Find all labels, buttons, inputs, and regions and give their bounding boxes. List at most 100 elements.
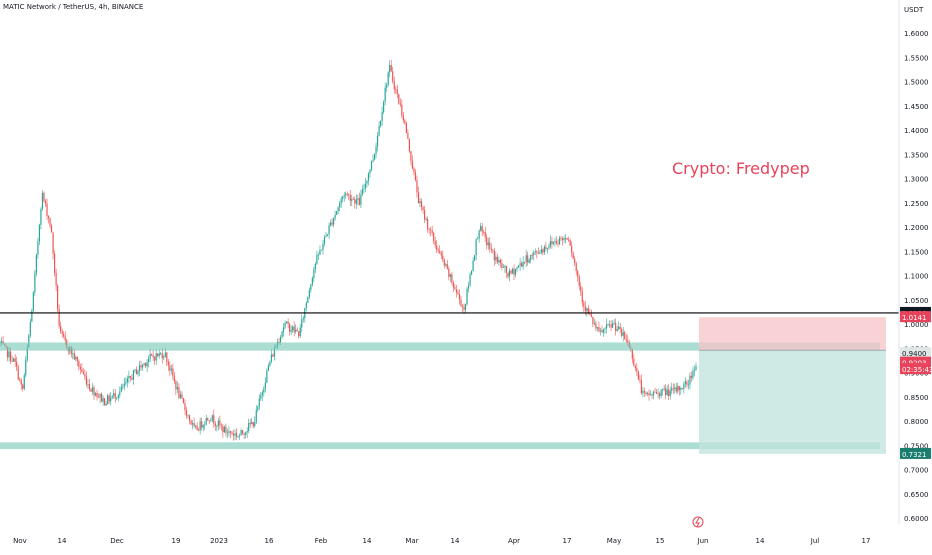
candle-body — [568, 239, 570, 241]
candle-body — [386, 85, 388, 88]
candle-body — [193, 423, 195, 427]
candle-body — [88, 384, 91, 390]
candle-body — [201, 421, 203, 428]
candle-body — [278, 342, 280, 343]
candle-body — [301, 319, 303, 328]
price-label: 0.9400 — [902, 350, 927, 358]
candle-body — [308, 290, 310, 298]
candle-body — [199, 421, 201, 431]
candle-body — [501, 263, 503, 268]
candle-body — [464, 304, 467, 310]
candle-body — [486, 237, 488, 246]
time-tick-label: Mar — [405, 537, 418, 545]
candle-body — [114, 393, 116, 399]
candle-body — [607, 324, 609, 326]
candle-body — [258, 398, 260, 407]
candle-body — [254, 421, 256, 427]
candle-body — [615, 322, 617, 331]
candle-body — [354, 199, 356, 204]
time-tick-label: Apr — [508, 537, 520, 545]
candle-body — [671, 388, 673, 391]
candle-body — [90, 389, 92, 392]
time-axis[interactable]: Nov 14 Dec 19 2023 16 Feb 14 Mar 14 Apr 17 May 15 Jun 1… — [13, 537, 870, 545]
candle-body — [73, 353, 75, 360]
candle-body — [546, 248, 548, 250]
candle-body — [554, 240, 556, 243]
candle-body — [413, 168, 415, 173]
candle-body — [270, 354, 273, 362]
candle-body — [219, 420, 221, 426]
candle-body — [540, 249, 542, 253]
candle-body — [646, 393, 649, 395]
time-tick-label: Feb — [315, 537, 328, 545]
candle-body — [531, 254, 533, 256]
candle-body — [596, 327, 599, 329]
candle-body — [440, 252, 442, 256]
candle-body — [474, 255, 476, 261]
candle-body — [574, 258, 576, 264]
candle-body — [161, 353, 163, 359]
candle-body — [135, 369, 138, 375]
candle-body — [425, 218, 427, 220]
candle-body — [141, 364, 144, 368]
candle-body — [289, 324, 291, 332]
candle-body — [598, 327, 600, 332]
candle-body — [211, 415, 213, 421]
candle-body — [651, 394, 653, 396]
time-tick-label: Jun — [697, 537, 709, 545]
candle-body — [272, 354, 274, 357]
candle-body — [82, 372, 84, 374]
candle-body — [184, 403, 186, 411]
candle-body — [123, 383, 125, 387]
candle-body — [238, 435, 241, 437]
candle-body — [392, 71, 394, 82]
candle-body — [47, 216, 50, 219]
candle-body — [228, 431, 230, 433]
time-tick-label: 14 — [363, 537, 372, 545]
candle-body — [345, 193, 347, 196]
candle-body — [601, 330, 603, 333]
candle-body — [346, 193, 348, 195]
candle-body — [232, 433, 235, 436]
candle-body — [148, 358, 150, 363]
time-tick-label: 15 — [656, 537, 665, 545]
candle-body — [499, 260, 501, 264]
candle-body — [63, 333, 65, 337]
candle-body — [311, 277, 313, 285]
candle-body — [431, 230, 433, 234]
candle-body — [470, 270, 473, 275]
time-tick-label: Jul — [810, 537, 820, 545]
candle-body — [210, 420, 212, 422]
candle-body — [648, 393, 650, 396]
support-resistance-zone — [0, 442, 880, 450]
candle-body — [155, 353, 157, 361]
candle-body — [484, 231, 486, 238]
candle-body — [389, 65, 391, 73]
candle-body — [213, 415, 215, 424]
candle-body — [319, 250, 321, 255]
candle-body — [163, 356, 165, 359]
candle-body — [164, 352, 166, 357]
candle-body — [416, 180, 418, 193]
candle-body — [19, 379, 21, 381]
candle-body — [489, 242, 491, 249]
candle-body — [320, 249, 323, 251]
candle-body — [420, 201, 423, 208]
candle-body — [185, 410, 188, 416]
candle-body — [138, 365, 141, 371]
candle-body — [590, 314, 592, 317]
candle-body — [97, 397, 100, 398]
time-tick-label: 14 — [451, 537, 460, 545]
candle-body — [325, 235, 327, 237]
candle-body — [522, 261, 524, 267]
candle-body — [625, 339, 627, 341]
candle-body — [383, 101, 385, 113]
candle-body — [225, 426, 227, 433]
candle-body — [605, 324, 608, 329]
price-label-box — [900, 447, 931, 459]
candle-body — [560, 237, 562, 239]
lightning-icon[interactable] — [692, 516, 704, 528]
candle-body — [340, 198, 342, 204]
